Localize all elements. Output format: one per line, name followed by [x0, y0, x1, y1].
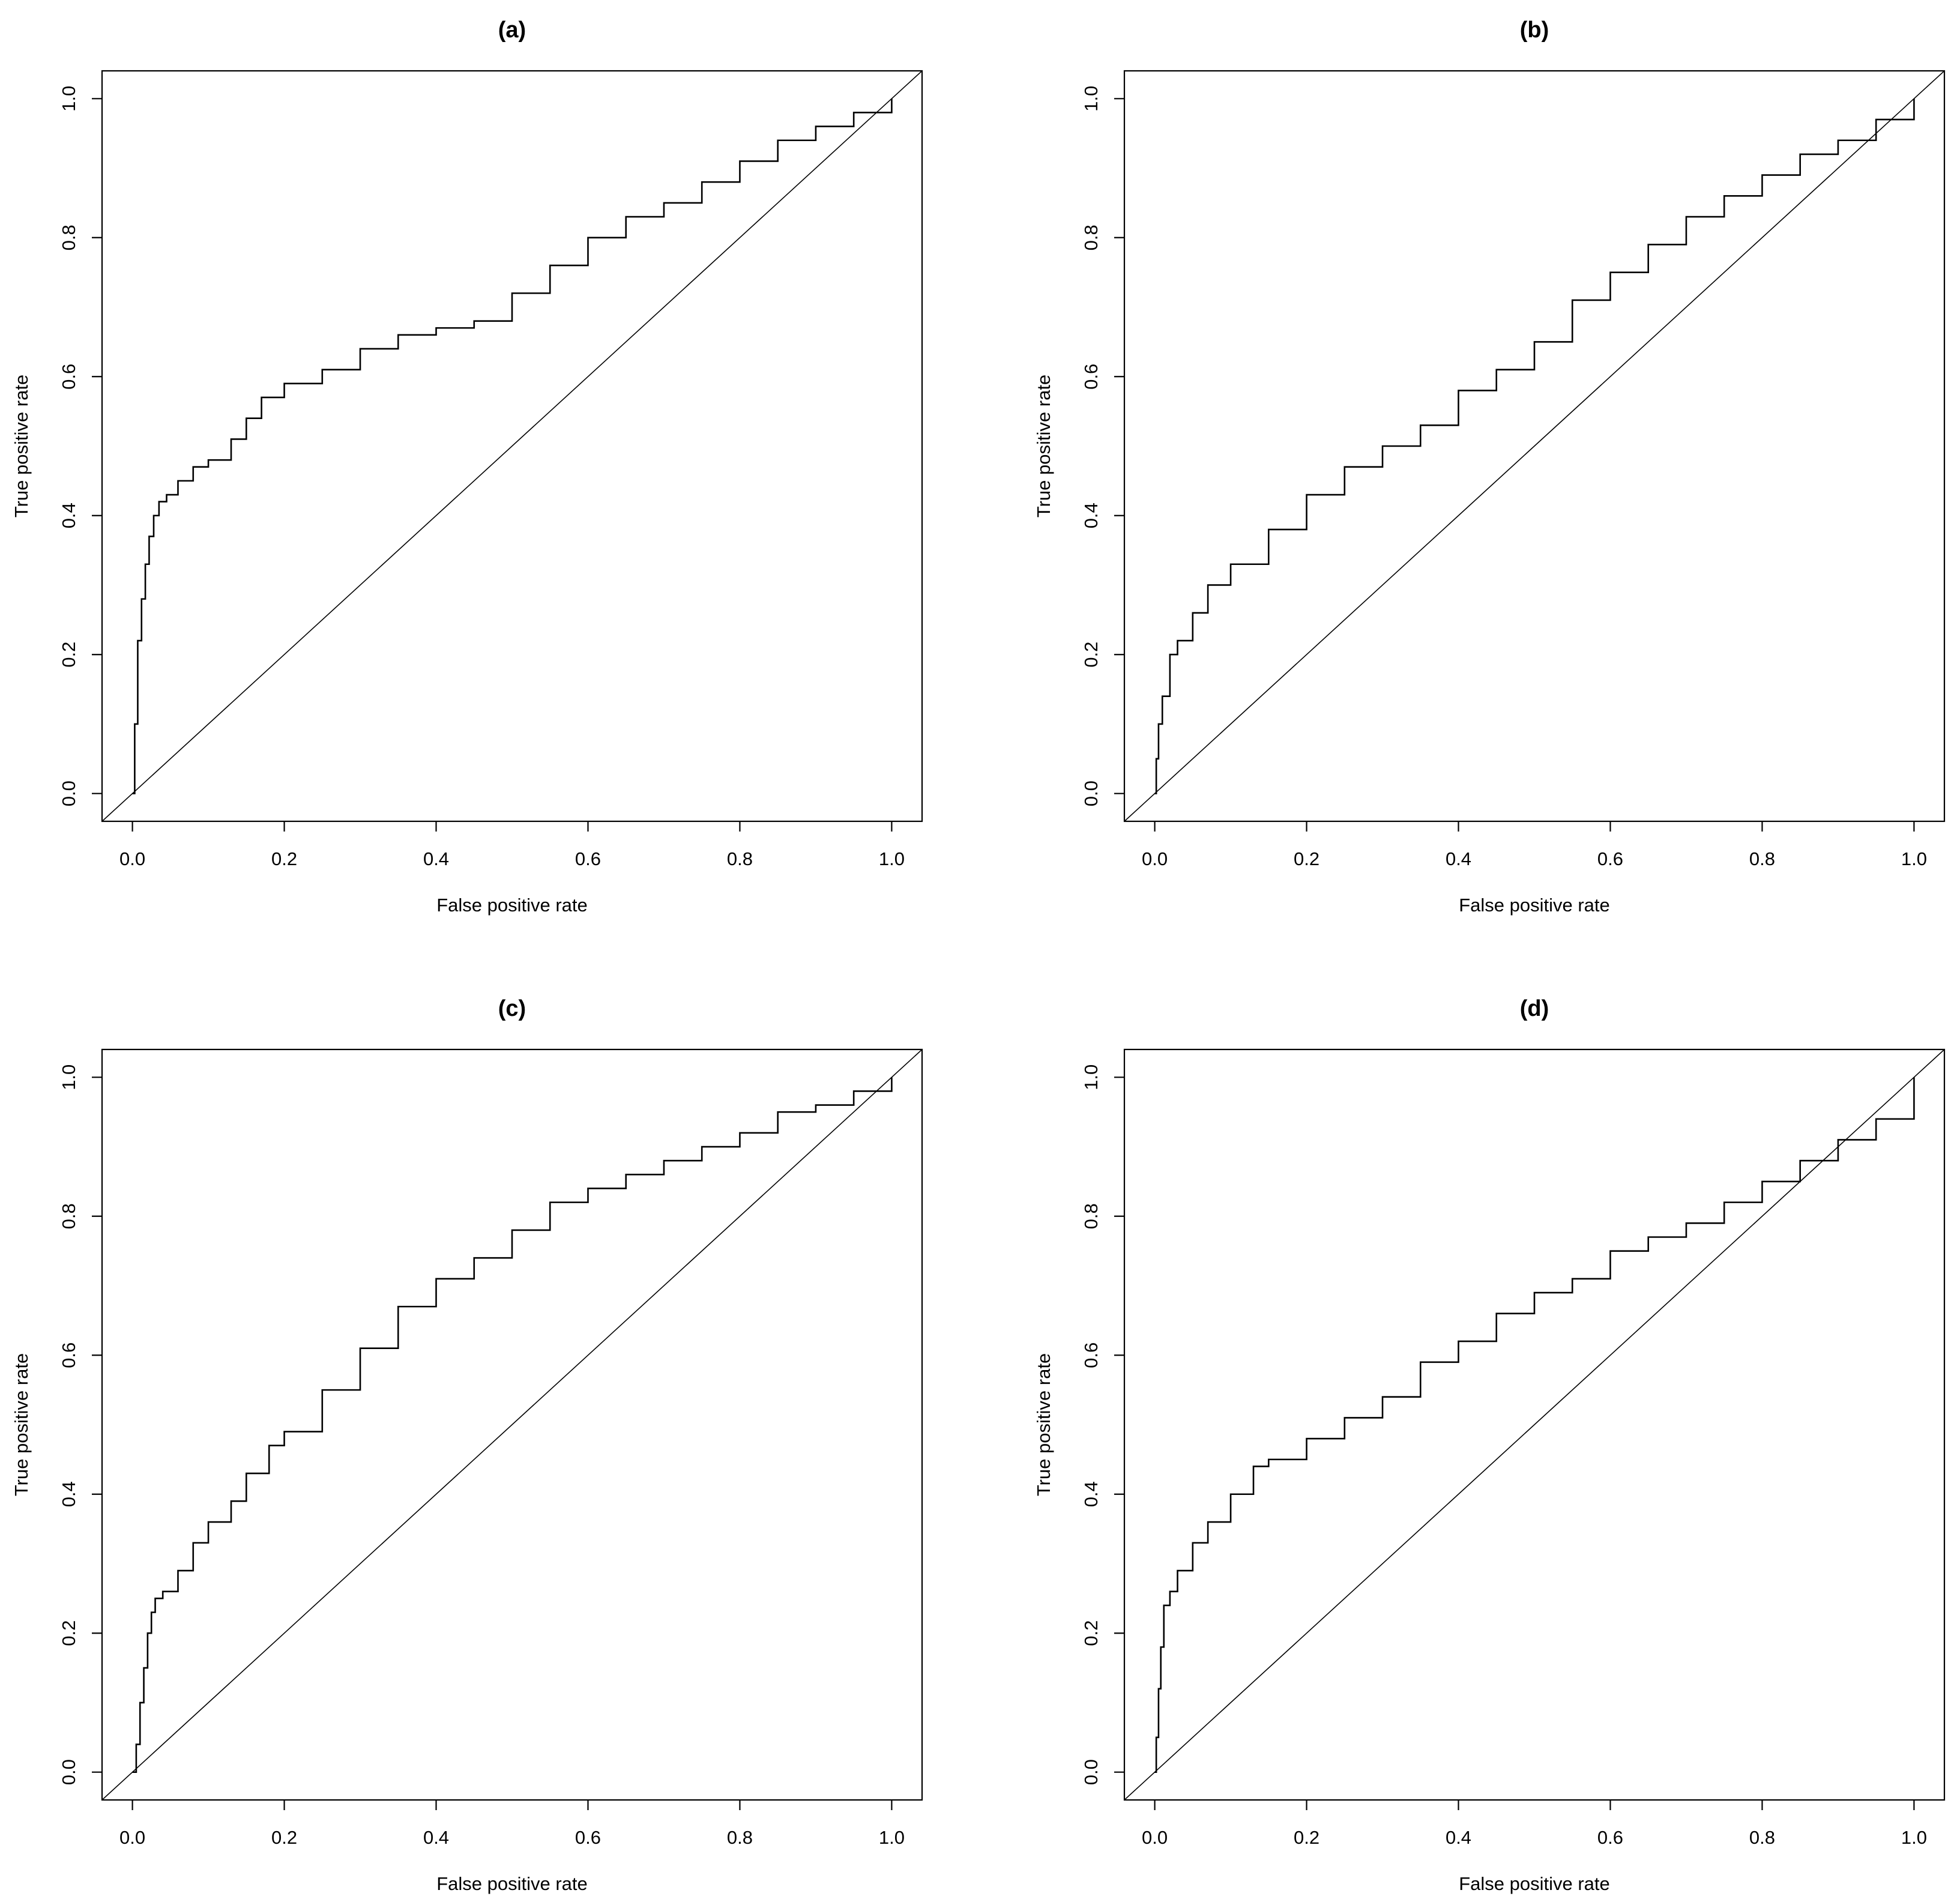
- roc-curve: [1154, 1077, 1915, 1773]
- y-tick-label: 0.0: [1081, 780, 1102, 806]
- y-axis-title: True positive rate: [1033, 1353, 1054, 1496]
- roc-panel-a: (a) 0.0 0.2 0.4 0.6 0.8 1.0 0.0 0.2 0.4 0.6 0.8 1.0 F…: [11, 17, 923, 916]
- x-axis-title: False positive rate: [1459, 1873, 1610, 1894]
- y-tick-label: 0.4: [1081, 503, 1102, 528]
- y-tick-label: 0.0: [58, 780, 79, 806]
- x-tick-label: 0.0: [119, 1827, 145, 1848]
- panel-title: (a): [498, 17, 526, 43]
- x-tick-label: 0.8: [727, 1827, 753, 1848]
- x-tick-label: 0.4: [1446, 848, 1471, 869]
- x-tick-label: 0.0: [119, 848, 145, 869]
- y-tick-label: 0.6: [1081, 1342, 1102, 1368]
- panel-title: (b): [1520, 17, 1549, 43]
- roc-curve: [132, 1077, 893, 1773]
- x-axis-title: False positive rate: [436, 895, 588, 916]
- x-axis-title: False positive rate: [1459, 895, 1610, 916]
- x-tick-label: 0.0: [1142, 848, 1168, 869]
- x-tick-label: 0.2: [1294, 1827, 1319, 1848]
- panel-title: (d): [1520, 996, 1549, 1021]
- x-tick-label: 0.2: [271, 1827, 297, 1848]
- reference-diagonal-line: [1124, 1049, 1944, 1800]
- x-tick-label: 0.6: [575, 848, 601, 869]
- y-tick-label: 0.6: [58, 364, 79, 390]
- y-tick-label: 0.8: [58, 225, 79, 250]
- y-tick-label: 1.0: [1081, 1064, 1102, 1090]
- x-tick-label: 0.8: [1749, 848, 1775, 869]
- x-tick-label: 0.0: [1142, 1827, 1168, 1848]
- x-tick-label: 1.0: [1901, 1827, 1927, 1848]
- y-tick-label: 0.0: [58, 1759, 79, 1785]
- y-tick-label: 0.6: [58, 1342, 79, 1368]
- reference-diagonal-line: [102, 1049, 922, 1800]
- x-tick-label: 0.6: [575, 1827, 601, 1848]
- y-tick-label: 0.2: [1081, 1620, 1102, 1646]
- roc-panel-b: (b) 0.0 0.2 0.4 0.6 0.8 1.0 0.0 0.2 0.4 0.6 0.8 1.0 F…: [1033, 17, 1946, 916]
- y-tick-label: 0.6: [1081, 364, 1102, 390]
- y-tick-label: 0.0: [1081, 1759, 1102, 1785]
- x-tick-label: 0.2: [271, 848, 297, 869]
- x-tick-label: 0.6: [1597, 848, 1623, 869]
- x-tick-label: 0.4: [423, 1827, 449, 1848]
- y-tick-label: 0.4: [58, 503, 79, 528]
- x-axis-title: False positive rate: [436, 1873, 588, 1894]
- x-tick-label: 0.2: [1294, 848, 1319, 869]
- x-tick-label: 0.8: [1749, 1827, 1775, 1848]
- roc-curve: [132, 98, 893, 794]
- roc-panel-c: (c) 0.0 0.2 0.4 0.6 0.8 1.0 0.0 0.2 0.4 0.6 0.8 1.0 F…: [11, 996, 923, 1894]
- x-tick-label: 0.8: [727, 848, 753, 869]
- x-tick-label: 1.0: [879, 1827, 905, 1848]
- plot-frame: [1123, 1048, 1946, 1801]
- plot-frame: [101, 70, 923, 823]
- y-tick-label: 0.4: [58, 1481, 79, 1507]
- y-axis-title: True positive rate: [11, 1353, 32, 1496]
- y-axis-title: True positive rate: [1033, 375, 1054, 518]
- plot-frame: [1123, 70, 1946, 823]
- y-tick-label: 1.0: [58, 86, 79, 112]
- y-tick-label: 0.2: [58, 1620, 79, 1646]
- panel-title: (c): [498, 996, 526, 1021]
- x-tick-label: 1.0: [1901, 848, 1927, 869]
- y-tick-label: 0.8: [1081, 225, 1102, 250]
- reference-diagonal-line: [1124, 71, 1944, 821]
- x-tick-label: 0.4: [423, 848, 449, 869]
- roc-panel-d: (d) 0.0 0.2 0.4 0.6 0.8 1.0 0.0 0.2 0.4 0.6 0.8 1.0 F…: [1033, 996, 1946, 1894]
- y-tick-label: 0.4: [1081, 1481, 1102, 1507]
- y-axis-title: True positive rate: [11, 375, 32, 518]
- x-tick-label: 0.6: [1597, 1827, 1623, 1848]
- y-tick-label: 0.2: [1081, 642, 1102, 668]
- y-tick-label: 1.0: [1081, 86, 1102, 112]
- x-tick-label: 1.0: [879, 848, 905, 869]
- y-tick-label: 0.8: [1081, 1203, 1102, 1229]
- y-tick-label: 1.0: [58, 1064, 79, 1090]
- y-tick-label: 0.8: [58, 1203, 79, 1229]
- plot-frame: [101, 1048, 923, 1801]
- x-tick-label: 0.4: [1446, 1827, 1471, 1848]
- roc-curve: [1154, 98, 1915, 794]
- y-tick-label: 0.2: [58, 642, 79, 668]
- reference-diagonal-line: [102, 71, 922, 821]
